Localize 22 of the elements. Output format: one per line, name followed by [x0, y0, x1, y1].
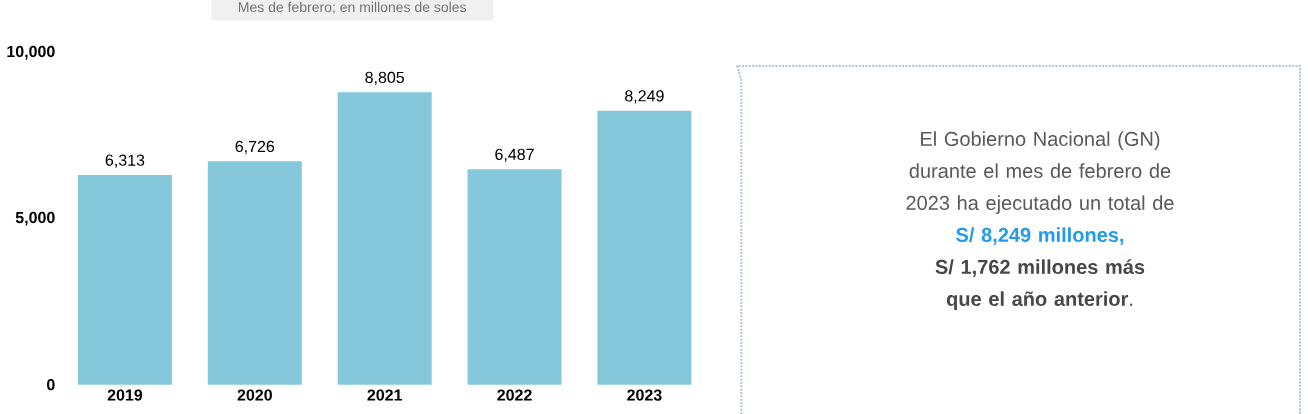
bar [597, 110, 692, 385]
x-tick-label: 2020 [237, 389, 272, 401]
data-label: 6,313 [105, 154, 145, 168]
x-tick-label: 2021 [367, 389, 403, 401]
data-label: 6,726 [235, 140, 275, 154]
y-tick-label: 5,000 [15, 211, 55, 226]
y-tick-label: 10,000 [7, 45, 55, 60]
data-label: 6,487 [495, 148, 534, 162]
bar [207, 161, 302, 385]
data-label: 8,805 [365, 71, 405, 85]
bar [337, 92, 432, 385]
text: El Gobierno Nacional (GN) durante el mes de febrero de 2023 ha ejecutado un total de [906, 131, 1174, 214]
x-tick-label: 2019 [107, 389, 143, 401]
text: S/ 1,762 millones más que el año anterior. [935, 259, 1145, 310]
data-label: 8,249 [625, 90, 664, 104]
bar [467, 169, 562, 385]
bar [77, 175, 172, 385]
x-tick-label: 2022 [497, 389, 532, 401]
chart-subtitle: Mes de febrero; en millones de soles [238, 1, 467, 14]
y-tick-label: 0 [47, 379, 55, 391]
text: S/ 8,249 millones, [956, 227, 1124, 245]
x-tick-label: 2023 [627, 389, 662, 401]
